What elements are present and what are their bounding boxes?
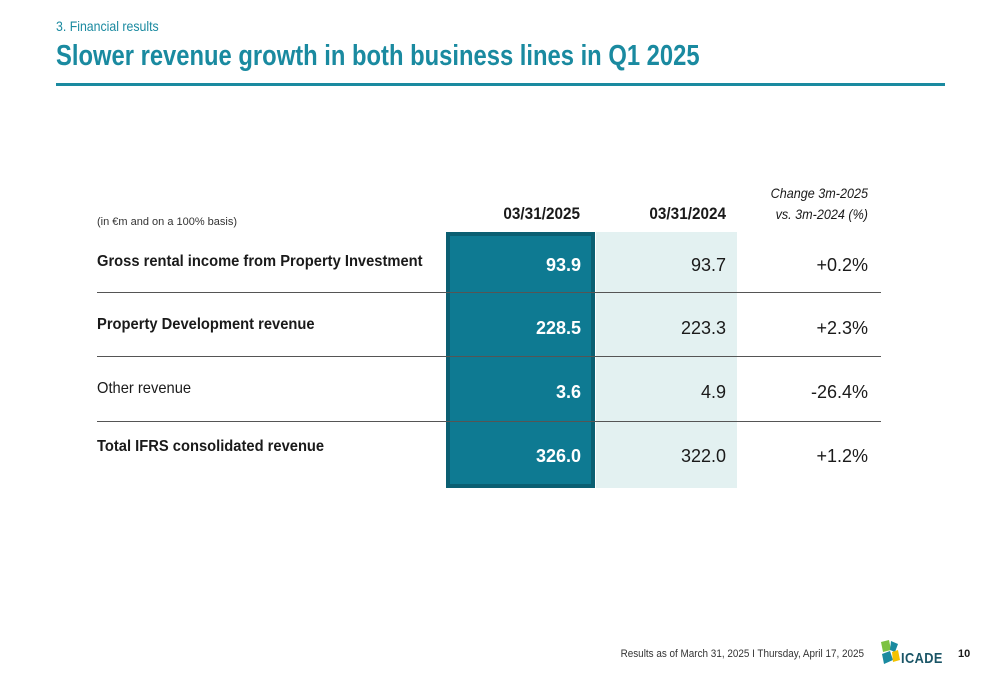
row-change-value: +0.2% <box>816 255 868 275</box>
row-current-value: 93.9 <box>545 255 581 275</box>
row-current-value: 326.0 <box>535 446 581 466</box>
row-divider <box>97 292 881 293</box>
row-current-value: 3.6 <box>555 382 581 402</box>
row-divider <box>97 356 881 357</box>
row-label-property-development: Property Development revenue <box>97 316 315 333</box>
row-change-value: +1.2% <box>816 446 868 466</box>
row-previous-value: 4.9 <box>700 382 726 402</box>
row-divider <box>97 421 881 422</box>
column-header-current: 03/31/2025 <box>503 204 580 223</box>
footer-text: Results as of March 31, 2025 I Thursday,… <box>620 648 864 660</box>
section-label: 3. Financial results <box>56 18 159 34</box>
row-label-other-revenue: Other revenue <box>97 380 192 397</box>
column-header-change-line1: Change 3m-2025 <box>770 185 868 201</box>
page-number: 10 <box>958 648 971 660</box>
previous-period-column-bg <box>596 232 737 488</box>
page-title: Slower revenue growth in both business l… <box>56 40 700 72</box>
icade-logo-icon <box>881 640 900 664</box>
column-header-previous: 03/31/2024 <box>649 204 726 223</box>
row-change-value: -26.4% <box>810 382 868 402</box>
title-divider <box>56 83 945 86</box>
row-change-value: +2.3% <box>816 318 868 338</box>
row-previous-value: 223.3 <box>680 318 726 338</box>
row-label-total-revenue: Total IFRS consolidated revenue <box>97 438 325 455</box>
column-header-change-line2: vs. 3m-2024 (%) <box>775 206 868 222</box>
row-previous-value: 93.7 <box>690 255 726 275</box>
row-label-gross-rental-income: Gross rental income from Property Invest… <box>97 253 423 270</box>
unit-note: (in €m and on a 100% basis) <box>97 216 238 228</box>
current-period-column-bg <box>446 232 595 488</box>
row-previous-value: 322.0 <box>680 446 726 466</box>
row-current-value: 228.5 <box>535 318 581 338</box>
logo-text: ICADE <box>901 650 943 667</box>
column-header-change: Change 3m-2025 vs. 3m-2024 (%) <box>717 183 868 225</box>
